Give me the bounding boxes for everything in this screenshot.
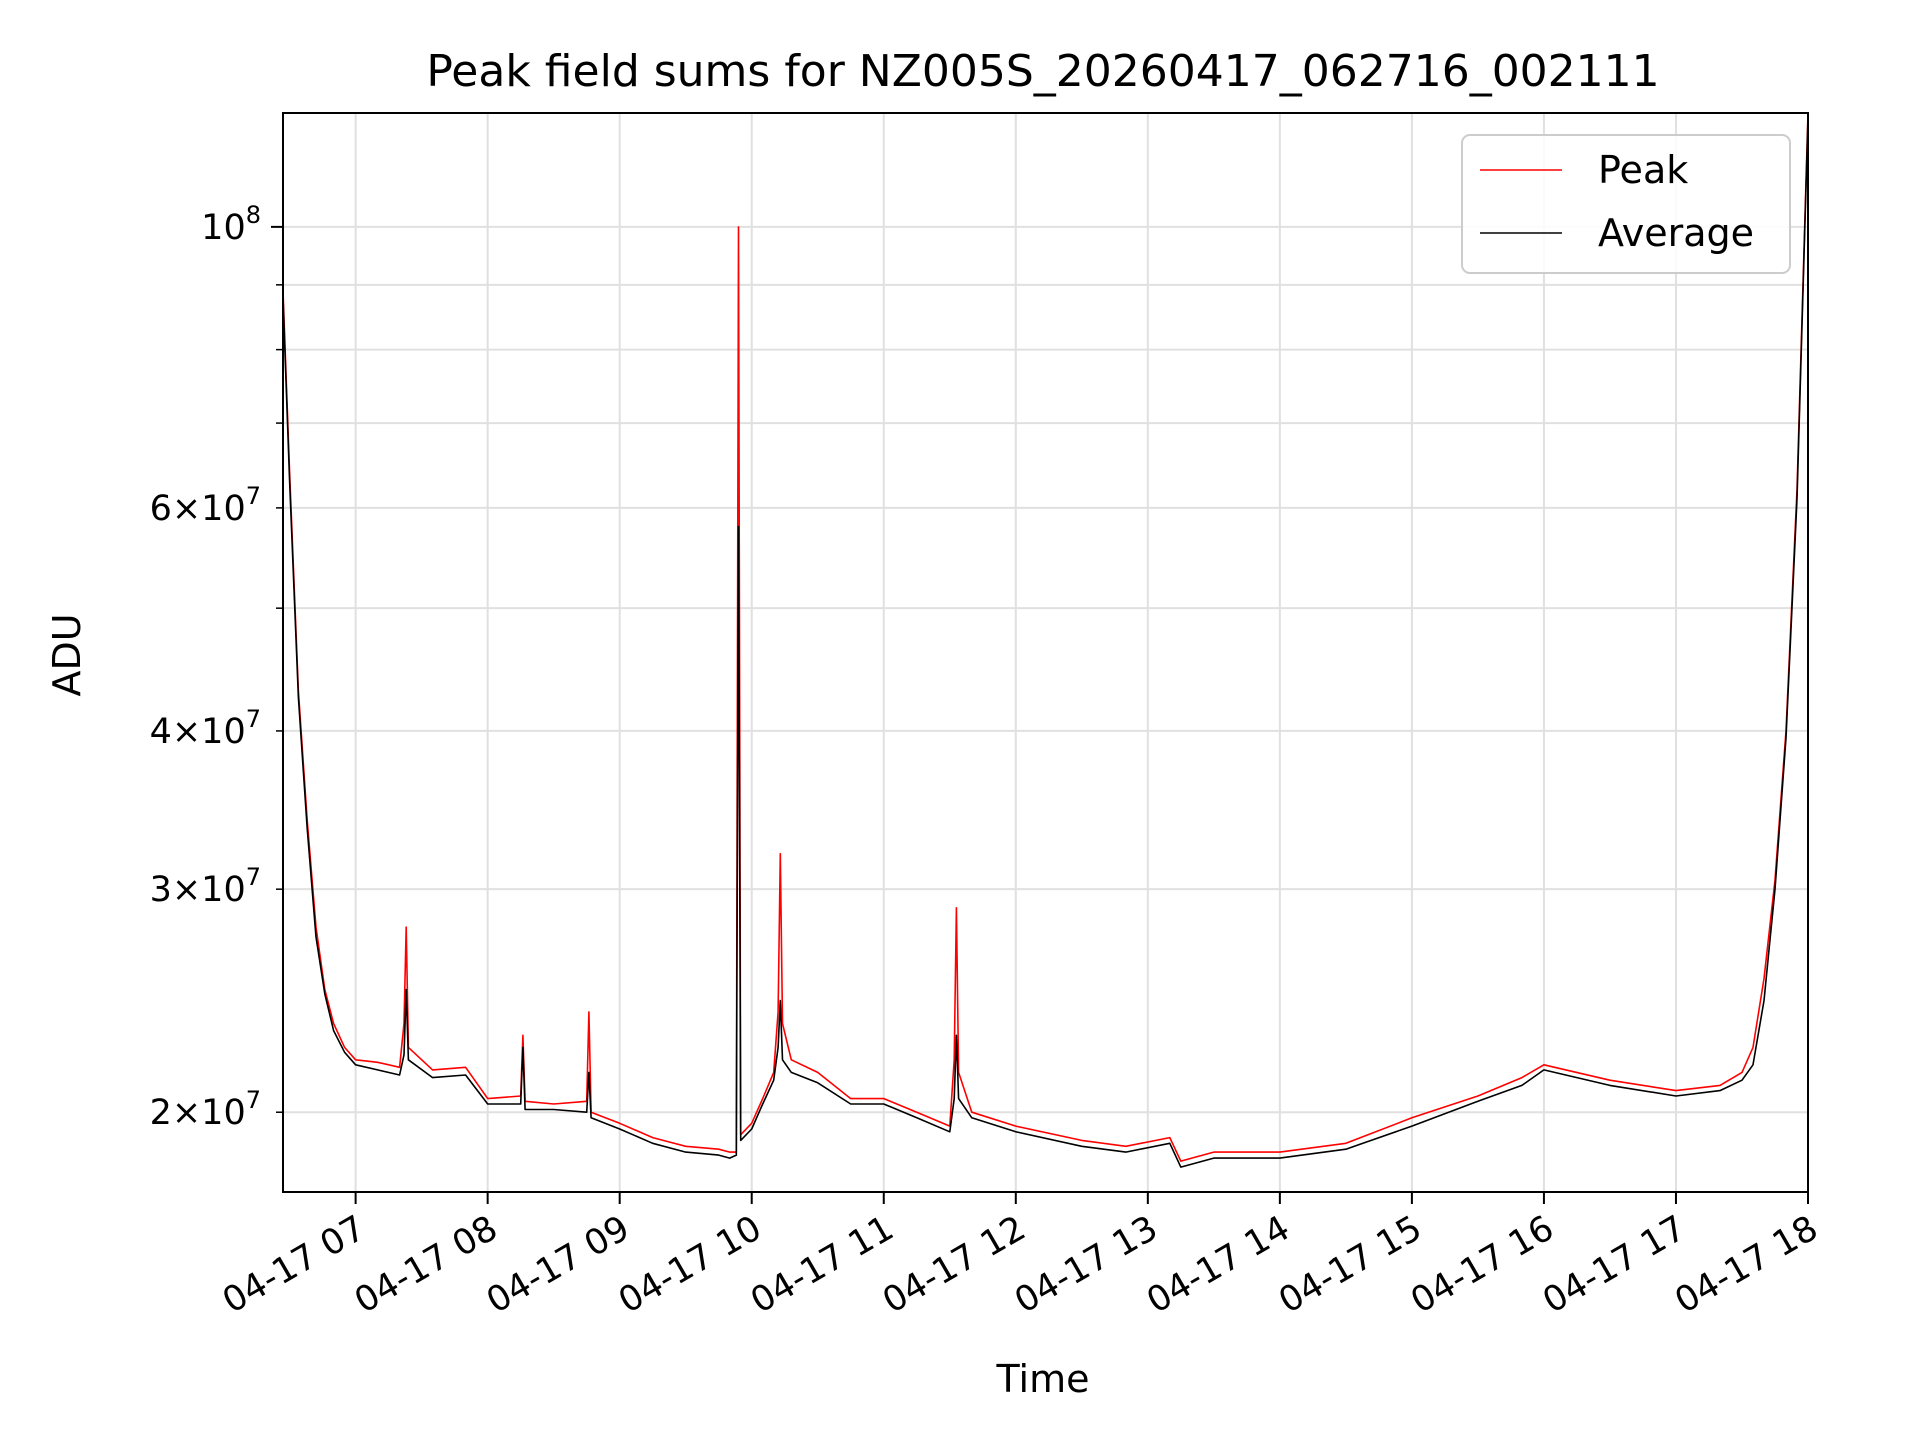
grid [283, 113, 1809, 1192]
y-tick-base: 10 [201, 208, 246, 248]
x-tick-label: 04-17 09 [480, 1208, 636, 1321]
x-tick-label: 04-17 08 [348, 1208, 504, 1321]
y-tick-label: 2×107 [150, 1086, 261, 1133]
y-tick-mantissa: 6 [150, 489, 172, 529]
legend: Peak Average [1461, 134, 1791, 274]
x-tick-label: 04-17 17 [1536, 1208, 1692, 1321]
x-tick-label: 04-17 16 [1404, 1208, 1560, 1321]
x-tick-label: 04-17 11 [744, 1208, 900, 1321]
y-tick-label: 108 [201, 201, 261, 248]
axes-frame [282, 112, 1809, 1193]
y-tick-times-ten: ×10 [172, 712, 246, 752]
x-axis-label: Time [996, 1357, 1090, 1401]
x-tick-label: 04-17 10 [612, 1208, 768, 1321]
y-tick-label: 4×107 [150, 705, 261, 752]
y-tick-exponent: 7 [246, 482, 261, 510]
x-tick-label: 04-17 15 [1272, 1208, 1428, 1321]
chart-title: Peak field sums for NZ005S_20260417_0627… [426, 46, 1659, 97]
peak-series-line [282, 112, 1809, 1162]
y-tick-exponent: 8 [246, 201, 261, 229]
plot-area [282, 112, 1809, 1168]
legend-peak-label: Peak [1598, 148, 1688, 192]
y-tick-times-ten: ×10 [172, 489, 246, 529]
y-tick-exponent: 7 [246, 863, 261, 891]
y-tick-mantissa: 4 [150, 712, 172, 752]
y-tick-exponent: 7 [246, 705, 261, 733]
x-tick-label: 04-17 12 [876, 1208, 1032, 1321]
x-tick-label: 04-17 07 [216, 1208, 372, 1321]
x-tick-label: 04-17 13 [1008, 1208, 1164, 1321]
average-series-line [282, 117, 1809, 1168]
x-tick-label: 04-17 14 [1140, 1208, 1296, 1321]
y-tick-label: 6×107 [150, 482, 261, 529]
y-tick-exponent: 7 [246, 1086, 261, 1114]
y-tick-times-ten: ×10 [172, 870, 246, 910]
y-tick-mantissa: 2 [150, 1093, 172, 1133]
y-tick-times-ten: ×10 [172, 1093, 246, 1133]
y-tick-label: 3×107 [150, 863, 261, 910]
x-tick-label: 04-17 18 [1668, 1208, 1824, 1321]
legend-average-label: Average [1598, 211, 1754, 255]
y-axis-label: ADU [45, 613, 89, 696]
y-tick-mantissa: 3 [150, 870, 172, 910]
